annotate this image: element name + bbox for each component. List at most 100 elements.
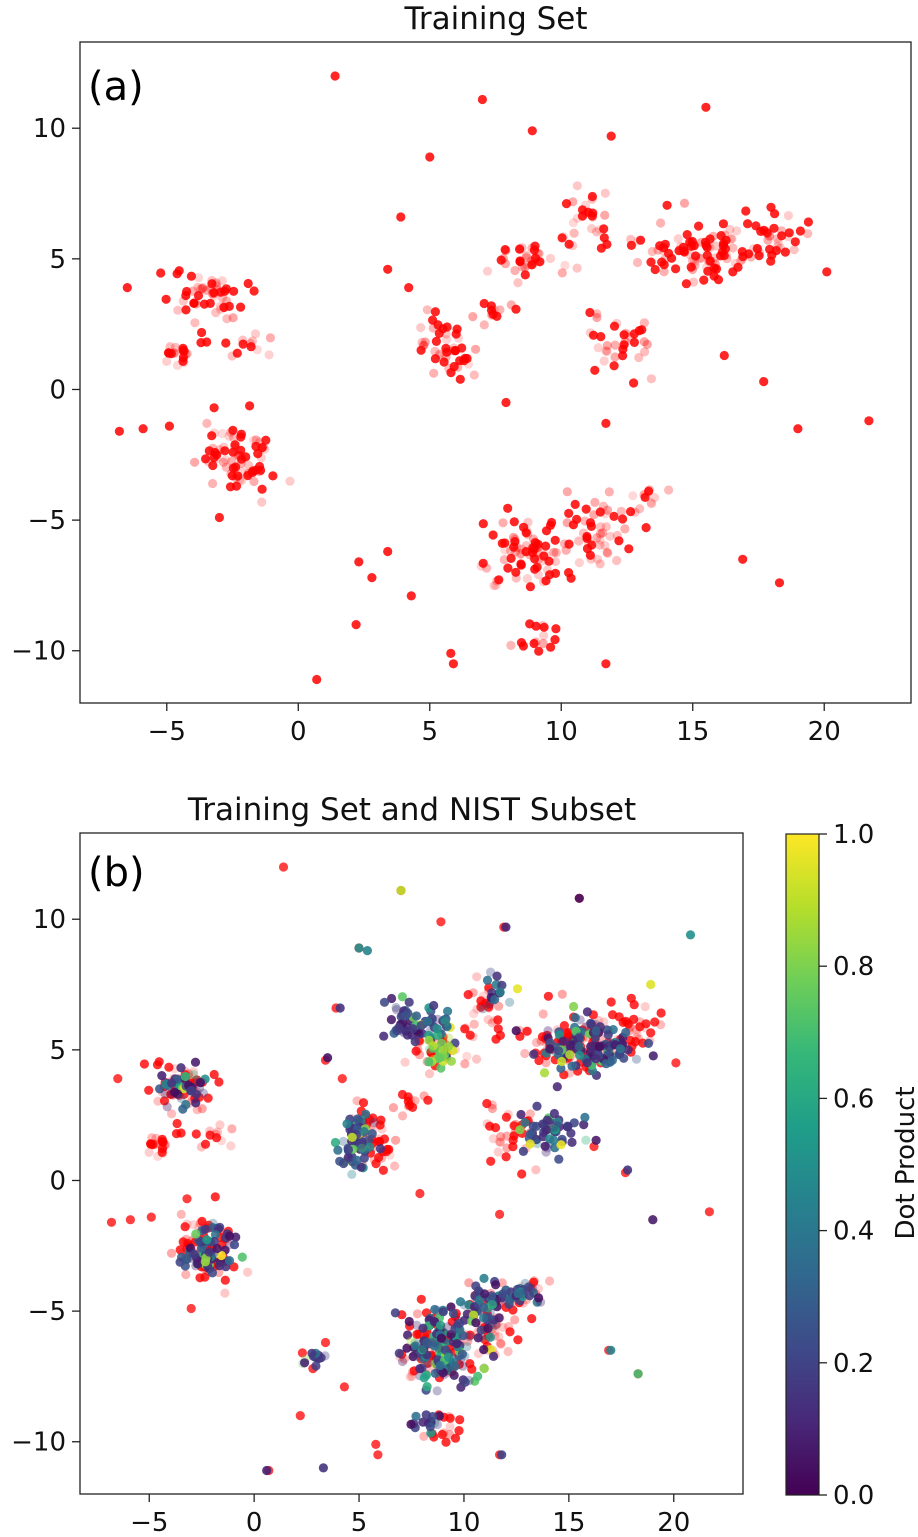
- training-point: [226, 427, 236, 437]
- training-point: [415, 1188, 425, 1199]
- nist-point: [237, 1252, 247, 1262]
- training-point: [188, 1220, 198, 1230]
- training-point: [634, 352, 644, 363]
- training-point: [527, 260, 537, 270]
- training-point: [789, 245, 799, 255]
- nist-point: [532, 1139, 542, 1149]
- training-point: [538, 621, 548, 631]
- nist-point: [369, 1117, 379, 1128]
- panel-b-y-tick-label: −5: [28, 1297, 66, 1327]
- colorbar-tick-label: 0.8: [833, 952, 874, 982]
- training-point: [543, 991, 554, 1001]
- training-point: [176, 1209, 186, 1219]
- nist-point: [529, 1049, 539, 1059]
- training-point: [407, 1371, 417, 1381]
- nist-point: [323, 1053, 333, 1063]
- training-point: [405, 1372, 415, 1382]
- training-point: [227, 471, 237, 481]
- training-point: [468, 988, 478, 998]
- training-point: [448, 659, 458, 669]
- nist-point: [520, 1117, 530, 1128]
- training-point: [207, 275, 217, 286]
- training-point: [439, 1428, 449, 1438]
- nist-point: [552, 1117, 563, 1127]
- training-point: [197, 1216, 207, 1226]
- nist-point: [394, 1023, 404, 1033]
- nist-point: [582, 1058, 592, 1068]
- nist-point: [224, 1256, 235, 1266]
- training-point: [378, 1165, 388, 1175]
- training-point: [496, 255, 506, 265]
- training-point: [207, 431, 217, 441]
- nist-point: [488, 1351, 499, 1361]
- training-point: [568, 197, 578, 207]
- nist-point: [542, 1115, 552, 1125]
- training-point: [647, 246, 657, 257]
- training-point: [529, 245, 540, 255]
- training-point: [493, 1024, 503, 1034]
- nist-point: [408, 1024, 418, 1034]
- training-point: [211, 278, 221, 288]
- nist-point: [581, 1135, 591, 1145]
- training-point: [572, 181, 582, 191]
- nist-point: [545, 1044, 555, 1054]
- training-point: [493, 1015, 503, 1025]
- nist-point: [406, 1419, 416, 1429]
- nist-point: [435, 1053, 445, 1063]
- training-point: [161, 294, 171, 304]
- training-point: [580, 208, 590, 218]
- panel-b-plot-area: [80, 833, 743, 1494]
- nist-point: [443, 1006, 453, 1016]
- nist-point: [176, 1063, 186, 1073]
- training-point: [391, 1135, 401, 1145]
- training-point: [527, 126, 537, 136]
- training-point: [753, 244, 763, 254]
- training-point: [602, 547, 612, 557]
- training-point: [430, 354, 440, 364]
- training-point: [422, 305, 432, 315]
- training-point: [650, 493, 660, 503]
- nist-point: [391, 1002, 401, 1013]
- training-point: [671, 1058, 681, 1068]
- training-point: [390, 1161, 400, 1171]
- training-point: [221, 338, 231, 348]
- training-point: [489, 305, 499, 315]
- panel-b-y-tick-label: 5: [49, 1036, 66, 1066]
- training-point: [600, 188, 610, 198]
- training-point: [295, 1411, 305, 1421]
- nist-point: [400, 1011, 411, 1021]
- training-point: [568, 218, 578, 228]
- training-point: [428, 323, 438, 333]
- panel-b-y-tick-label: 10: [33, 905, 66, 935]
- training-point: [545, 1276, 555, 1286]
- nist-point: [446, 1056, 456, 1066]
- training-point: [598, 501, 609, 511]
- training-point: [278, 862, 289, 872]
- training-point: [163, 348, 174, 358]
- training-point: [472, 972, 482, 982]
- nist-point: [357, 1136, 367, 1146]
- training-point: [564, 508, 574, 518]
- training-point: [455, 374, 465, 384]
- training-point: [783, 232, 793, 242]
- training-point: [483, 1015, 493, 1025]
- training-point: [599, 356, 609, 366]
- training-point: [793, 424, 803, 434]
- nist-point: [195, 1078, 205, 1088]
- nist-point: [488, 1296, 498, 1307]
- training-point: [564, 539, 574, 549]
- panel-a-y-tick-label: 5: [49, 245, 66, 275]
- training-point: [477, 94, 487, 105]
- training-point: [491, 580, 501, 590]
- training-point: [220, 446, 230, 456]
- training-point: [154, 1057, 164, 1067]
- nist-point: [532, 1101, 542, 1111]
- training-point: [646, 499, 657, 509]
- nist-point: [448, 1308, 458, 1319]
- training-point: [462, 1051, 472, 1061]
- training-point: [244, 469, 254, 479]
- training-point: [139, 1059, 149, 1069]
- training-point: [506, 546, 516, 556]
- nist-point: [436, 1038, 447, 1048]
- nist-point: [452, 1339, 462, 1349]
